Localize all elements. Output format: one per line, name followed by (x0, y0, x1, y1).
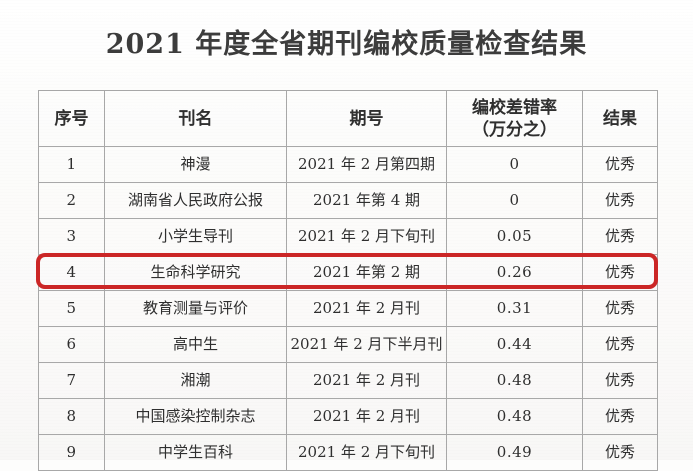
table-header: 序号 刊名 期号 编校差错率 （万分之） 结果 (38, 90, 658, 147)
column-header-issue-label: 期号 (349, 108, 384, 129)
table-row: 9 中学生百科 2021 年 2 月下旬刊 0.49 优秀 (38, 434, 658, 471)
cell-journal-name: 教育测量与评价 (104, 290, 287, 327)
table-row: 1 神漫 2021 年 2 月第四期 0 优秀 (38, 146, 658, 183)
cell-index: 6 (38, 326, 105, 363)
column-header-issue: 期号 (286, 90, 447, 147)
column-header-index-label: 序号 (54, 108, 89, 129)
column-header-index: 序号 (38, 90, 105, 147)
table-row: 3 小学生导刊 2021 年 2 月下旬刊 0.05 优秀 (38, 218, 658, 255)
cell-result: 优秀 (582, 326, 658, 363)
cell-index: 9 (38, 434, 105, 471)
cell-journal-name: 小学生导刊 (104, 218, 287, 255)
cell-journal-name: 神漫 (104, 146, 287, 183)
cell-error-rate: 0.44 (446, 326, 583, 363)
cell-journal-name: 湖南省人民政府公报 (104, 182, 287, 219)
cell-issue: 2021 年 2 月第四期 (286, 146, 447, 183)
page-title: 2021 年度全省期刊编校质量检查结果 (105, 29, 588, 60)
cell-issue: 2021 年 2 月下旬刊 (286, 434, 447, 471)
cell-index: 2 (38, 182, 105, 219)
cell-index: 7 (38, 362, 105, 399)
cell-issue: 2021 年第 4 期 (286, 182, 447, 219)
table-row: 2 湖南省人民政府公报 2021 年第 4 期 0 优秀 (38, 182, 658, 219)
table-row-highlighted: 4 生命科学研究 2021 年第 2 期 0.26 优秀 (38, 254, 658, 291)
cell-error-rate: 0 (446, 146, 583, 183)
cell-issue: 2021 年 2 月下半月刊 (286, 326, 447, 363)
cell-issue: 2021 年 2 月刊 (286, 362, 447, 399)
cell-journal-name: 生命科学研究 (104, 254, 287, 291)
cell-issue: 2021 年第 2 期 (286, 254, 447, 291)
cell-error-rate: 0.05 (446, 218, 583, 255)
column-header-journal-name-label: 刊名 (178, 108, 213, 129)
column-header-error-rate-label: 编校差错率 (472, 97, 557, 118)
document-page: 2021 年度全省期刊编校质量检查结果 序号 刊名 期号 编校差错率 （万分 (36, 29, 658, 471)
cell-result: 优秀 (582, 182, 658, 219)
table-row: 5 教育测量与评价 2021 年 2 月刊 0.31 优秀 (38, 290, 658, 327)
cell-result: 优秀 (582, 146, 658, 183)
cell-error-rate: 0.48 (446, 362, 583, 399)
cell-result: 优秀 (582, 362, 658, 399)
cell-journal-name: 中学生百科 (104, 434, 287, 471)
cell-result: 优秀 (582, 290, 658, 327)
cell-journal-name: 湘潮 (104, 362, 287, 399)
cell-result: 优秀 (582, 434, 658, 471)
cell-index: 1 (38, 146, 105, 183)
cell-issue: 2021 年 2 月刊 (286, 398, 447, 435)
table-header-row: 序号 刊名 期号 编校差错率 （万分之） 结果 (38, 90, 658, 147)
column-header-error-rate: 编校差错率 （万分之） (446, 90, 583, 147)
table-row: 8 中国感染控制杂志 2021 年 2 月刊 0.48 优秀 (38, 398, 658, 435)
cell-index: 5 (38, 290, 105, 327)
cell-journal-name: 高中生 (104, 326, 287, 363)
column-header-error-rate-unit: （万分之） (472, 119, 557, 140)
table-row: 7 湘潮 2021 年 2 月刊 0.48 优秀 (38, 362, 658, 399)
table-row: 6 高中生 2021 年 2 月下半月刊 0.44 优秀 (38, 326, 658, 363)
column-header-result-label: 结果 (603, 108, 637, 129)
column-header-journal-name: 刊名 (104, 90, 287, 147)
cell-index: 8 (38, 398, 105, 435)
cell-result: 优秀 (582, 218, 658, 255)
cell-result: 优秀 (582, 254, 658, 291)
cell-journal-name: 中国感染控制杂志 (104, 398, 287, 435)
cell-error-rate: 0.31 (446, 290, 583, 327)
cell-error-rate: 0.48 (446, 398, 583, 435)
cell-issue: 2021 年 2 月刊 (286, 290, 447, 327)
cell-error-rate: 0.26 (446, 254, 583, 291)
results-table-container: 序号 刊名 期号 编校差错率 （万分之） 结果 (38, 90, 658, 471)
column-header-result: 结果 (582, 90, 658, 147)
results-table: 序号 刊名 期号 编校差错率 （万分之） 结果 (38, 90, 658, 471)
cell-index: 3 (38, 218, 105, 255)
cell-index: 4 (38, 254, 105, 291)
cell-error-rate: 0.49 (446, 434, 583, 471)
table-body: 1 神漫 2021 年 2 月第四期 0 优秀 2 湖南省人民政府公报 2021… (38, 146, 658, 471)
cell-error-rate: 0 (446, 182, 583, 219)
cell-issue: 2021 年 2 月下旬刊 (286, 218, 447, 255)
cell-result: 优秀 (582, 398, 658, 435)
